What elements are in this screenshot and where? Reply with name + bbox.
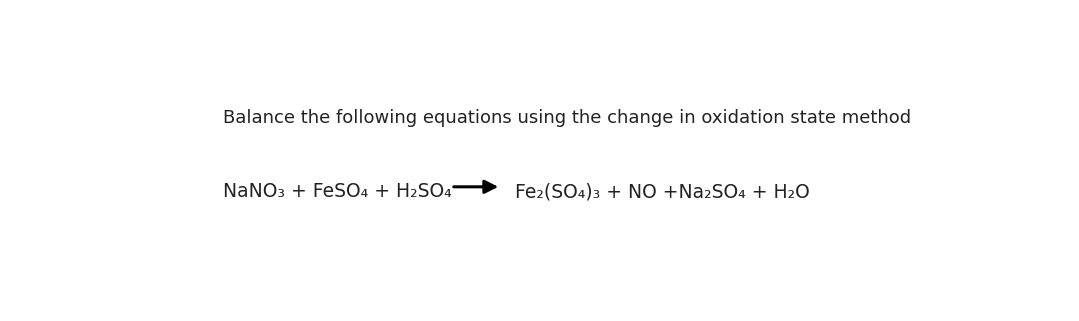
Text: Balance the following equations using the change in oxidation state method: Balance the following equations using th… (222, 108, 911, 126)
Text: Fe₂(SO₄)₃ + NO +Na₂SO₄ + H₂O: Fe₂(SO₄)₃ + NO +Na₂SO₄ + H₂O (516, 182, 810, 201)
Text: NaNO₃ + FeSO₄ + H₂SO₄: NaNO₃ + FeSO₄ + H₂SO₄ (222, 182, 451, 201)
